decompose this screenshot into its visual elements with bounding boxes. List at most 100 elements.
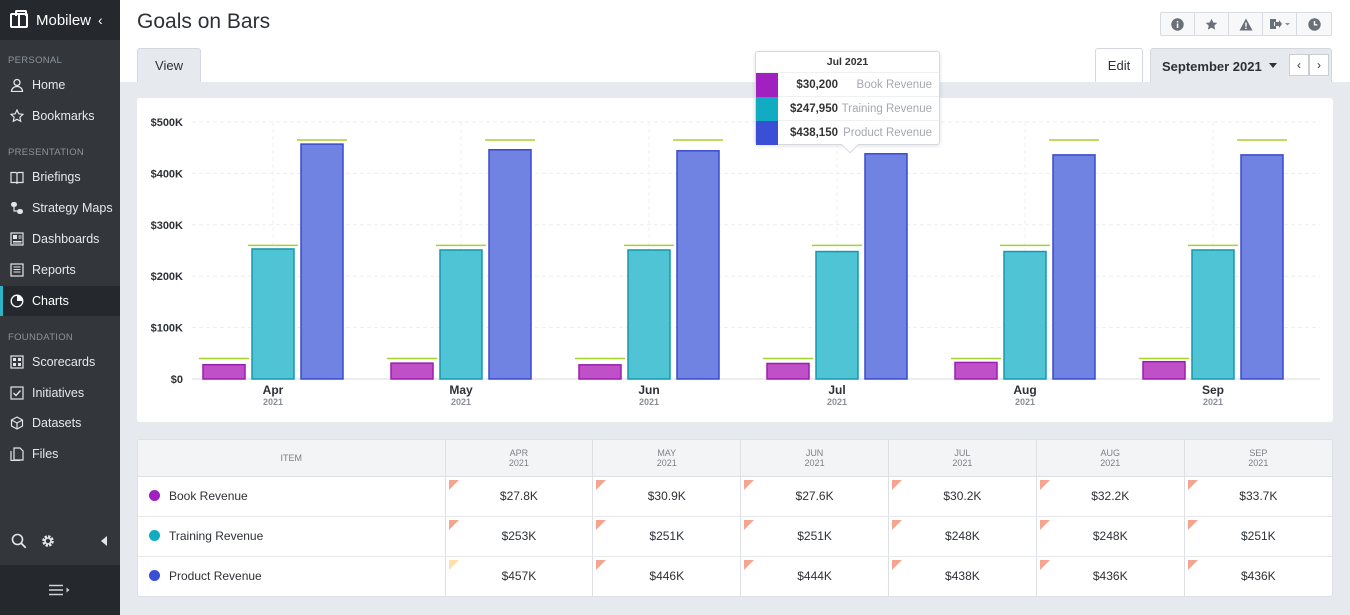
tab-view[interactable]: View (137, 48, 201, 82)
bar[interactable] (954, 361, 998, 380)
edit-button[interactable]: Edit (1095, 48, 1143, 82)
cell-value: $446K (649, 569, 685, 584)
sidebar-item-label: Reports (32, 263, 76, 277)
bar[interactable] (439, 249, 483, 380)
sidebar-item-datasets[interactable]: Datasets (0, 408, 120, 438)
row-item-name: Training Revenue (169, 529, 264, 543)
table-cell[interactable]: $436K (1183, 556, 1332, 596)
tooltip-value: $247,950 (790, 102, 838, 115)
alert-button[interactable] (1229, 13, 1263, 35)
sidebar-item-bookmarks[interactable]: Bookmarks (0, 101, 120, 131)
bookmark-button[interactable] (1195, 13, 1229, 35)
cell-value: $444K (797, 569, 832, 584)
bar[interactable] (1240, 154, 1284, 380)
table-row[interactable]: Product Revenue $457K $446K $444K $438K $436K… (138, 556, 1332, 596)
column-header[interactable]: MAY 2021 (592, 440, 741, 477)
x-tick-sublabel: 2021 (1015, 397, 1035, 407)
search-icon[interactable] (11, 533, 27, 549)
period-selector[interactable]: September 2021 ‹ › (1150, 48, 1332, 82)
scorecard-icon (10, 355, 24, 369)
chart-card: $0 $100K $200K $300K $400K $500K Apr 2021 May 202… (137, 98, 1333, 422)
table-cell[interactable]: $251K (592, 516, 741, 557)
status-flag-icon (448, 519, 459, 530)
table-cell[interactable]: $248K (887, 516, 1037, 557)
menu-toggle-icon[interactable] (47, 583, 73, 597)
data-table-card: ITEM APR 2021 MAY 2021 JUN 2021 JUL 2021 AUG… (137, 439, 1333, 597)
export-button[interactable] (1263, 13, 1297, 35)
row-item-cell[interactable]: Product Revenue (138, 556, 445, 596)
bar[interactable] (300, 143, 344, 380)
sidebar-item-scorecards[interactable]: Scorecards (0, 347, 120, 377)
tooltip-series-name: Product Revenue (843, 126, 932, 139)
chart-tooltip: Jul 2021 $30,200 Book Revenue $247,950 T… (755, 51, 940, 154)
table-cell[interactable]: $27.8K (444, 476, 593, 517)
bar[interactable] (390, 362, 434, 380)
table-row[interactable]: Book Revenue $27.8K $30.9K $27.6K $30.2K $32.… (138, 476, 1332, 517)
row-item-cell[interactable]: Training Revenue (138, 516, 445, 557)
y-tick-label: $200K (151, 271, 183, 283)
table-cell[interactable]: $438K (887, 556, 1037, 596)
table-cell[interactable]: $444K (740, 556, 889, 596)
row-item-cell[interactable]: Book Revenue (138, 476, 445, 517)
sidebar-item-files[interactable]: Files (0, 439, 120, 469)
x-tick-sublabel: 2021 (639, 397, 659, 407)
bar[interactable] (815, 250, 859, 380)
dashboard-icon (10, 232, 24, 246)
bar[interactable] (202, 363, 246, 380)
previous-period-button[interactable]: ‹ (1289, 54, 1309, 76)
bar[interactable] (1003, 250, 1047, 380)
sidebar-item-home[interactable]: Home (0, 70, 120, 100)
sidebar-item-charts[interactable]: Charts (0, 286, 120, 316)
table-cell[interactable]: $436K (1035, 556, 1185, 596)
bar[interactable] (864, 153, 908, 380)
history-button[interactable] (1297, 13, 1331, 35)
table-cell[interactable]: $251K (1183, 516, 1332, 557)
bar[interactable] (676, 150, 720, 380)
bar[interactable] (578, 364, 622, 380)
collapse-sidebar-icon[interactable] (99, 535, 109, 547)
tooltip-swatch (756, 72, 778, 97)
status-flag-icon (1187, 479, 1198, 490)
table-cell[interactable]: $457K (444, 556, 593, 596)
table-cell[interactable]: $251K (740, 516, 889, 557)
table-cell[interactable]: $33.7K (1183, 476, 1332, 517)
caret-down-icon[interactable] (1269, 63, 1277, 68)
gear-icon[interactable] (40, 533, 56, 549)
sidebar-item-reports[interactable]: Reports (0, 255, 120, 285)
column-header[interactable]: AUG 2021 (1035, 440, 1185, 477)
status-flag-icon (891, 479, 902, 490)
chevron-left-icon[interactable]: ‹ (98, 12, 103, 28)
next-period-button[interactable]: › (1309, 54, 1329, 76)
bar[interactable] (1191, 249, 1235, 380)
bar[interactable] (488, 149, 532, 380)
book-icon (10, 171, 24, 184)
column-header[interactable]: SEP 2021 (1183, 440, 1332, 477)
table-cell[interactable]: $27.6K (740, 476, 889, 517)
bar[interactable] (251, 248, 295, 380)
table-row[interactable]: Training Revenue $253K $251K $251K $248K $248… (138, 516, 1332, 557)
column-header[interactable]: APR 2021 (444, 440, 593, 477)
sidebar-item-strategy-maps[interactable]: Strategy Maps (0, 193, 120, 223)
info-button[interactable] (1161, 13, 1195, 35)
sidebar-item-label: Charts (32, 294, 69, 308)
sidebar-item-briefings[interactable]: Briefings (0, 162, 120, 192)
column-month: AUG (1100, 447, 1120, 458)
table-cell[interactable]: $32.2K (1035, 476, 1185, 517)
bar[interactable] (1142, 360, 1186, 380)
sidebar: Mobilew ‹ PERSONAL Home Bookmarks PRESEN… (0, 0, 120, 615)
status-flag-icon (891, 519, 902, 530)
sidebar-item-label: Briefings (32, 170, 81, 184)
sidebar-item-initiatives[interactable]: Initiatives (0, 378, 120, 408)
table-cell[interactable]: $446K (592, 556, 741, 596)
bar[interactable] (627, 249, 671, 380)
sidebar-item-dashboards[interactable]: Dashboards (0, 224, 120, 254)
bar[interactable] (766, 362, 810, 380)
table-cell[interactable]: $248K (1035, 516, 1185, 557)
column-header[interactable]: JUN 2021 (740, 440, 889, 477)
table-cell[interactable]: $30.2K (887, 476, 1037, 517)
column-header[interactable]: JUL 2021 (887, 440, 1037, 477)
table-cell[interactable]: $30.9K (592, 476, 741, 517)
table-cell[interactable]: $253K (444, 516, 593, 557)
column-header-item[interactable]: ITEM (138, 440, 445, 477)
bar[interactable] (1052, 154, 1096, 380)
